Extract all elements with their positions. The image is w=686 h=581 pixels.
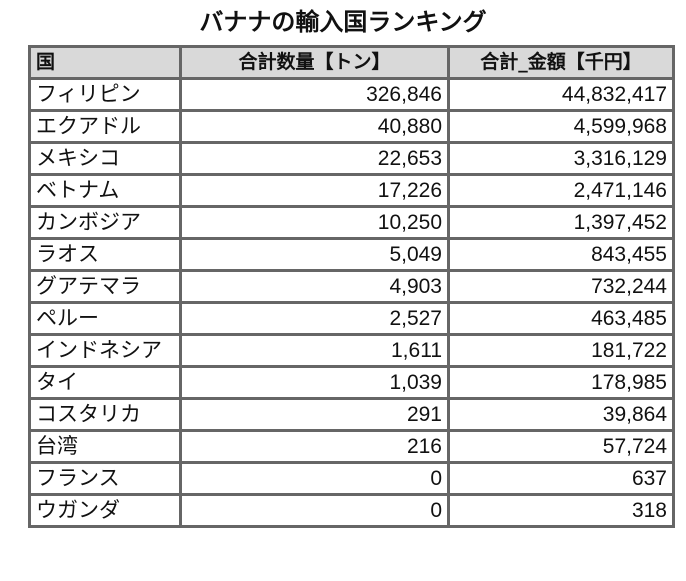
amount-cell: 1,397,452 <box>447 205 675 240</box>
table-row: メキシコ 22,653 3,316,129 <box>28 141 675 176</box>
quantity-cell: 0 <box>179 461 450 496</box>
amount-cell: 181,722 <box>447 333 675 368</box>
amount-cell: 3,316,129 <box>447 141 675 176</box>
table-row: ペルー 2,527 463,485 <box>28 301 675 336</box>
amount-cell: 732,244 <box>447 269 675 304</box>
quantity-cell: 2,527 <box>179 301 450 336</box>
quantity-cell: 291 <box>179 397 450 432</box>
country-cell: カンボジア <box>28 205 182 240</box>
quantity-cell: 4,903 <box>179 269 450 304</box>
table-row: ベトナム 17,226 2,471,146 <box>28 173 675 208</box>
quantity-cell: 10,250 <box>179 205 450 240</box>
amount-cell: 39,864 <box>447 397 675 432</box>
amount-cell: 637 <box>447 461 675 496</box>
table-row: エクアドル 40,880 4,599,968 <box>28 109 675 144</box>
country-cell: タイ <box>28 365 182 400</box>
quantity-cell: 0 <box>179 493 450 528</box>
column-header-country: 国 <box>28 45 182 80</box>
amount-cell: 2,471,146 <box>447 173 675 208</box>
amount-cell: 44,832,417 <box>447 77 675 112</box>
country-cell: メキシコ <box>28 141 182 176</box>
country-cell: エクアドル <box>28 109 182 144</box>
quantity-cell: 326,846 <box>179 77 450 112</box>
country-cell: インドネシア <box>28 333 182 368</box>
amount-cell: 178,985 <box>447 365 675 400</box>
country-cell: フィリピン <box>28 77 182 112</box>
column-header-quantity: 合計数量【トン】 <box>179 45 450 80</box>
table-row: グアテマラ 4,903 732,244 <box>28 269 675 304</box>
amount-cell: 4,599,968 <box>447 109 675 144</box>
quantity-cell: 1,039 <box>179 365 450 400</box>
page-title: バナナの輸入国ランキング <box>199 8 487 36</box>
table-row: コスタリカ 291 39,864 <box>28 397 675 432</box>
amount-cell: 57,724 <box>447 429 675 464</box>
country-cell: 台湾 <box>28 429 182 464</box>
table-row: ラオス 5,049 843,455 <box>28 237 675 272</box>
country-cell: コスタリカ <box>28 397 182 432</box>
banana-import-ranking-table: 国 合計数量【トン】 合計_金額【千円】 フィリピン 326,846 44,83… <box>28 45 675 528</box>
table-header-row: 国 合計数量【トン】 合計_金額【千円】 <box>28 45 675 80</box>
country-cell: グアテマラ <box>28 269 182 304</box>
table-row: フランス 0 637 <box>28 461 675 496</box>
country-cell: ベトナム <box>28 173 182 208</box>
table-row: フィリピン 326,846 44,832,417 <box>28 77 675 112</box>
country-cell: ウガンダ <box>28 493 182 528</box>
quantity-cell: 22,653 <box>179 141 450 176</box>
table-row: カンボジア 10,250 1,397,452 <box>28 205 675 240</box>
country-cell: ペルー <box>28 301 182 336</box>
quantity-cell: 5,049 <box>179 237 450 272</box>
quantity-cell: 216 <box>179 429 450 464</box>
table-row: 台湾 216 57,724 <box>28 429 675 464</box>
country-cell: ラオス <box>28 237 182 272</box>
quantity-cell: 1,611 <box>179 333 450 368</box>
amount-cell: 843,455 <box>447 237 675 272</box>
quantity-cell: 17,226 <box>179 173 450 208</box>
column-header-amount: 合計_金額【千円】 <box>447 45 675 80</box>
amount-cell: 318 <box>447 493 675 528</box>
table-row: インドネシア 1,611 181,722 <box>28 333 675 368</box>
table-row: タイ 1,039 178,985 <box>28 365 675 400</box>
table-row: ウガンダ 0 318 <box>28 493 675 528</box>
country-cell: フランス <box>28 461 182 496</box>
amount-cell: 463,485 <box>447 301 675 336</box>
quantity-cell: 40,880 <box>179 109 450 144</box>
